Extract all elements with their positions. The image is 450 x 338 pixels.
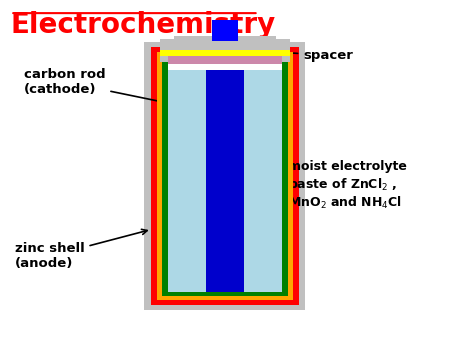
Bar bbox=[168, 56, 282, 65]
Bar bbox=[162, 57, 288, 296]
Text: Electrochemistry: Electrochemistry bbox=[10, 11, 275, 40]
Bar bbox=[151, 47, 299, 305]
Bar bbox=[157, 52, 293, 300]
Bar bbox=[160, 50, 290, 56]
Bar bbox=[144, 42, 306, 310]
Text: spacer: spacer bbox=[284, 49, 353, 62]
Bar bbox=[174, 36, 276, 49]
Text: moist electrolyte
paste of ZnCl$_2$ ,
MnO$_2$ and NH$_4$Cl: moist electrolyte paste of ZnCl$_2$ , Mn… bbox=[284, 160, 406, 211]
Bar bbox=[160, 39, 290, 62]
Text: zinc shell
(anode): zinc shell (anode) bbox=[15, 229, 147, 270]
Text: carbon rod
(cathode): carbon rod (cathode) bbox=[24, 68, 207, 113]
Bar bbox=[168, 62, 282, 292]
Bar bbox=[168, 64, 282, 70]
Bar bbox=[212, 20, 239, 41]
Bar bbox=[206, 62, 244, 292]
